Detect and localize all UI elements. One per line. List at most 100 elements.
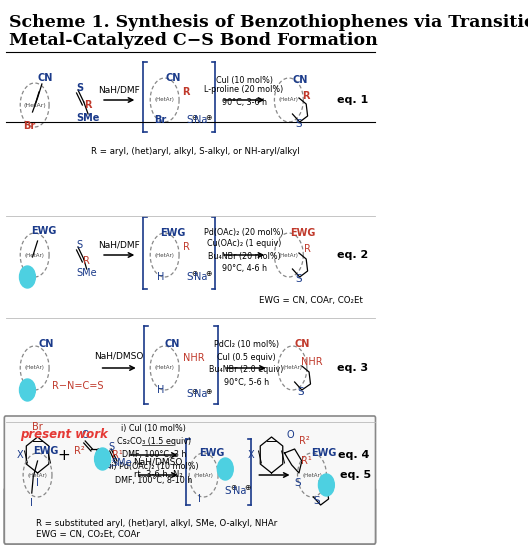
Text: S: S (313, 496, 319, 506)
Text: Na: Na (194, 115, 208, 125)
Circle shape (95, 448, 110, 470)
Text: S: S (109, 442, 115, 452)
Text: EWG: EWG (161, 228, 186, 238)
Text: ⊕: ⊕ (244, 483, 251, 492)
Text: S: S (295, 274, 301, 284)
FancyBboxPatch shape (4, 488, 375, 544)
Text: R: R (99, 454, 106, 464)
Text: (HetAr): (HetAr) (25, 366, 44, 371)
Text: X: X (17, 450, 24, 460)
Text: SMe: SMe (111, 458, 131, 468)
Text: (HetAr): (HetAr) (279, 252, 299, 257)
Text: CN: CN (166, 73, 181, 83)
Text: Metal-Catalyzed C−S Bond Formation: Metal-Catalyzed C−S Bond Formation (8, 32, 378, 49)
Text: R²: R² (299, 436, 310, 446)
Text: 90°C, 5-6 h: 90°C, 5-6 h (224, 377, 269, 387)
Text: (HetAr): (HetAr) (155, 252, 175, 257)
Text: R: R (323, 480, 330, 490)
Text: R−N=C=S: R−N=C=S (52, 381, 103, 391)
Text: SMe: SMe (77, 268, 97, 278)
Text: NHR: NHR (183, 353, 204, 363)
Text: PdCl₂ (10 mol%): PdCl₂ (10 mol%) (214, 340, 279, 349)
Text: eq. 3: eq. 3 (337, 363, 368, 373)
Text: R = aryl, (het)aryl, alkyl, S-alkyl, or NH-aryl/alkyl: R = aryl, (het)aryl, alkyl, S-alkyl, or … (91, 147, 299, 157)
Text: 90°C, 4-6 h: 90°C, 4-6 h (222, 265, 267, 273)
Text: eq. 1: eq. 1 (337, 95, 368, 105)
Text: (HetAr): (HetAr) (194, 472, 213, 477)
Text: R¹: R¹ (301, 456, 312, 466)
Circle shape (20, 379, 35, 401)
Text: NHR: NHR (301, 357, 323, 367)
Text: (HetAr): (HetAr) (25, 252, 44, 257)
Text: NaH/DMF: NaH/DMF (98, 85, 140, 95)
Text: +: + (57, 448, 70, 463)
Text: CN: CN (164, 339, 180, 349)
Text: S: S (186, 272, 193, 282)
Text: Cs₂CO₃ (1.5 equiv): Cs₂CO₃ (1.5 equiv) (117, 437, 191, 446)
Text: EWG: EWG (290, 228, 316, 238)
Text: (HetAr): (HetAr) (27, 472, 48, 477)
Text: S: S (186, 115, 193, 125)
Text: S: S (295, 119, 301, 129)
Text: S: S (77, 240, 82, 250)
Text: S: S (105, 460, 111, 470)
Text: Pd(OAc)₂ (20 mol%): Pd(OAc)₂ (20 mol%) (204, 228, 284, 236)
Text: CN: CN (39, 339, 54, 349)
Text: (HetAr): (HetAr) (282, 366, 303, 371)
Text: O: O (287, 430, 294, 440)
Text: R: R (222, 464, 229, 474)
Text: I: I (36, 478, 39, 488)
Text: DMF, 100°C, 3 h: DMF, 100°C, 3 h (121, 449, 186, 459)
Text: Na: Na (233, 486, 247, 496)
Text: eq. 5: eq. 5 (340, 470, 371, 480)
Text: S: S (225, 486, 231, 496)
Text: ⊕: ⊕ (205, 387, 212, 395)
Text: ⊕: ⊕ (205, 270, 212, 278)
Text: X: X (248, 450, 254, 460)
Text: Cu(OAc)₂ (1 equiv): Cu(OAc)₂ (1 equiv) (207, 239, 281, 249)
Text: eq. 4: eq. 4 (338, 450, 370, 460)
Text: ⊕: ⊕ (205, 113, 212, 122)
Text: Bu₄NBr (20 mol%): Bu₄NBr (20 mol%) (208, 252, 280, 261)
Text: R: R (83, 256, 90, 266)
Text: R: R (303, 91, 310, 101)
Text: DMF, 100°C, 8-10 h: DMF, 100°C, 8-10 h (115, 476, 192, 485)
Text: H: H (157, 272, 164, 282)
Text: EWG = CN, CO₂Et, COAr: EWG = CN, CO₂Et, COAr (36, 531, 140, 540)
Text: CN: CN (37, 73, 52, 83)
Text: NaH/DMSO: NaH/DMSO (95, 351, 144, 360)
Circle shape (20, 266, 35, 288)
Text: Na: Na (194, 272, 208, 282)
Text: Na: Na (194, 389, 208, 399)
Text: H: H (23, 385, 32, 395)
Text: i) CuI (10 mol%): i) CuI (10 mol%) (121, 425, 186, 433)
Text: present work: present work (20, 428, 108, 441)
Text: Br: Br (154, 115, 166, 125)
Text: H: H (23, 272, 32, 282)
Text: 90°C, 3-6 h: 90°C, 3-6 h (222, 98, 267, 107)
Circle shape (218, 458, 233, 480)
Text: I: I (198, 494, 201, 504)
Text: eq. 2: eq. 2 (337, 250, 368, 260)
Text: (HetAr): (HetAr) (279, 97, 299, 102)
Text: (HetAr): (HetAr) (155, 97, 175, 102)
Text: S: S (297, 387, 304, 397)
Text: S: S (294, 478, 301, 488)
Text: NaH/DMF: NaH/DMF (98, 240, 140, 250)
Text: EWG: EWG (311, 448, 336, 458)
Text: R: R (183, 242, 190, 252)
Text: R¹: R¹ (111, 450, 122, 460)
Text: R: R (183, 87, 190, 97)
Text: L-proline (20 mol%): L-proline (20 mol%) (204, 85, 284, 95)
Text: Br: Br (32, 422, 43, 432)
Text: ⊖: ⊖ (192, 387, 198, 395)
Text: NaH/DMSO: NaH/DMSO (134, 458, 183, 466)
Text: CuI (0.5 equiv): CuI (0.5 equiv) (217, 353, 276, 361)
Text: I: I (30, 498, 33, 508)
Text: O: O (81, 430, 89, 440)
Text: S: S (186, 389, 193, 399)
Text: ⊖: ⊖ (192, 113, 198, 122)
Text: (HetAr): (HetAr) (302, 472, 322, 477)
Circle shape (318, 474, 334, 496)
Text: EWG = CN, COAr, CO₂Et: EWG = CN, COAr, CO₂Et (259, 296, 362, 305)
